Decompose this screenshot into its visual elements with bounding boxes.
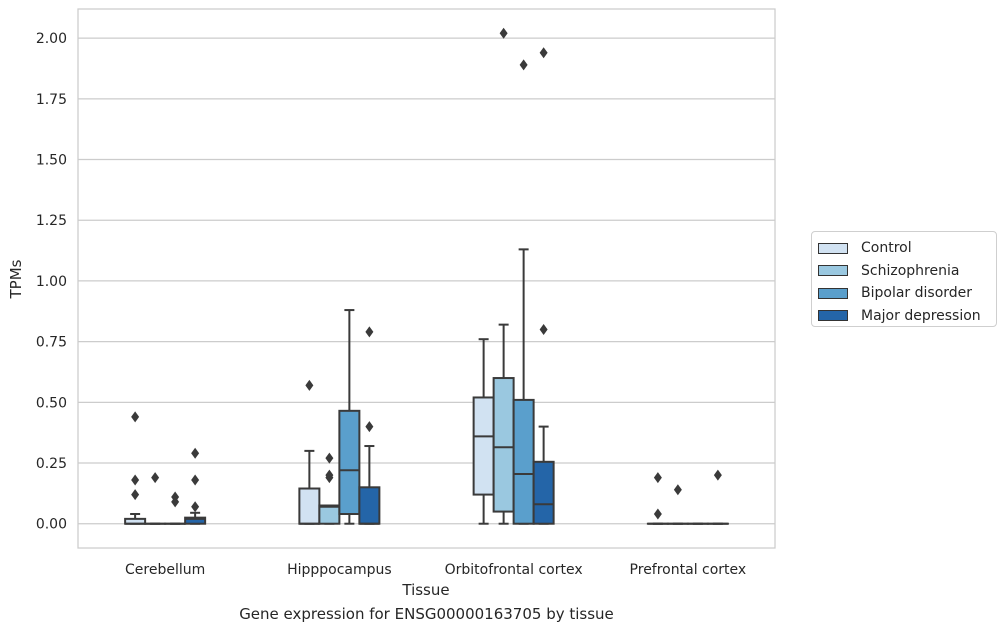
box-hipppocampus-major-depression [358,326,381,525]
y-axis-label: TPMs [7,259,25,299]
outlier-point [131,411,140,423]
y-tick-label: 1.25 [36,213,67,229]
outlier-point [191,474,200,486]
box-body [492,377,515,513]
legend-swatch-major-depression [818,310,848,322]
outlier-point [539,47,548,59]
outlier-point [325,472,334,484]
legend-label-schizophrenia: Schizophrenia [861,262,960,279]
legend-label-control: Control [861,240,912,257]
x-tick-label-prefrontal-cortex: Prefrontal cortex [630,562,747,578]
box-orbitofrontal-cortex-schizophrenia [492,27,515,525]
box-orbitofrontal-cortex-control [472,338,495,525]
legend-swatch-bipolar-disorder [818,287,848,299]
box-body [512,398,535,525]
box-orbitofrontal-cortex-bipolar-disorder [512,59,535,525]
legend-item-bipolar-disorder: Bipolar disorder [818,282,996,305]
box-prefrontal-cortex-control [646,472,669,525]
outlier-point [325,452,334,464]
y-tick-label: 0.50 [36,395,67,411]
y-tick-labels: 0.00 0.25 0.50 0.75 1.00 1.25 1.50 1.75 2.00 [36,31,67,533]
x-tick-labels: Cerebellum Hipppocampus Orbitofrontal cort… [125,562,746,578]
box-body [358,486,381,525]
y-tick-label: 1.50 [36,153,67,169]
outlier-point [673,484,682,496]
outlier-point [539,323,548,335]
x-tick-label-orbitofrontal-cortex: Orbitofrontal cortex [445,562,583,578]
outlier-point [191,447,200,459]
legend-label-major-depression: Major depression [861,307,981,324]
box-body [318,504,341,525]
grid-lines [78,37,775,525]
y-tick-label: 1.00 [36,274,67,290]
x-tick-label-cerebellum: Cerebellum [125,562,205,578]
outlier-point [131,474,140,486]
x-axis-label: Tissue [401,581,449,599]
box-prefrontal-cortex-schizophrenia [666,484,689,525]
outlier-point [191,501,200,513]
outlier-point [653,472,662,484]
outlier-point [365,421,374,433]
box-body [184,516,207,525]
outlier-point [653,508,662,520]
legend-swatch-control [818,242,848,254]
box-cerebellum-bipolar-disorder [164,491,187,525]
outlier-point [131,489,140,501]
x-tick-label-hipppocampus: Hipppocampus [287,562,392,578]
y-tick-label: 0.25 [36,456,67,472]
box-body [338,409,361,516]
box-prefrontal-cortex-major-depression [706,469,729,525]
box-cerebellum-major-depression [184,447,207,525]
box-hipppocampus-schizophrenia [318,452,341,525]
box-body [532,460,555,525]
plot-frame [77,8,776,549]
y-tick-label: 2.00 [36,31,67,47]
legend-swatch-schizophrenia [818,265,848,277]
outlier-point [365,326,374,338]
y-tick-label: 0.00 [36,517,67,533]
box-body [298,487,321,525]
y-tick-label: 0.75 [36,335,67,351]
figure-caption: Gene expression for ENSG00000163705 by t… [239,605,614,623]
legend-label-bipolar-disorder: Bipolar disorder [861,285,973,302]
legend: Control Schizophrenia Bipolar disorder M… [811,231,997,327]
outlier-point [171,496,180,508]
box-marks [124,27,729,525]
legend-item-major-depression: Major depression [818,305,996,328]
legend-item-control: Control [818,237,996,260]
box-hipppocampus-control [298,379,321,525]
box-cerebellum-schizophrenia [144,472,167,525]
outlier-point [151,472,160,484]
box-hipppocampus-bipolar-disorder [338,309,361,525]
outlier-point [305,379,314,391]
outlier-point [519,59,528,71]
box-orbitofrontal-cortex-major-depression [532,47,555,525]
outlier-point [713,469,722,481]
y-tick-label: 1.75 [36,92,67,108]
box-cerebellum-control [124,411,147,525]
legend-item-schizophrenia: Schizophrenia [818,260,996,283]
outlier-point [499,27,508,39]
box-body [472,396,495,496]
